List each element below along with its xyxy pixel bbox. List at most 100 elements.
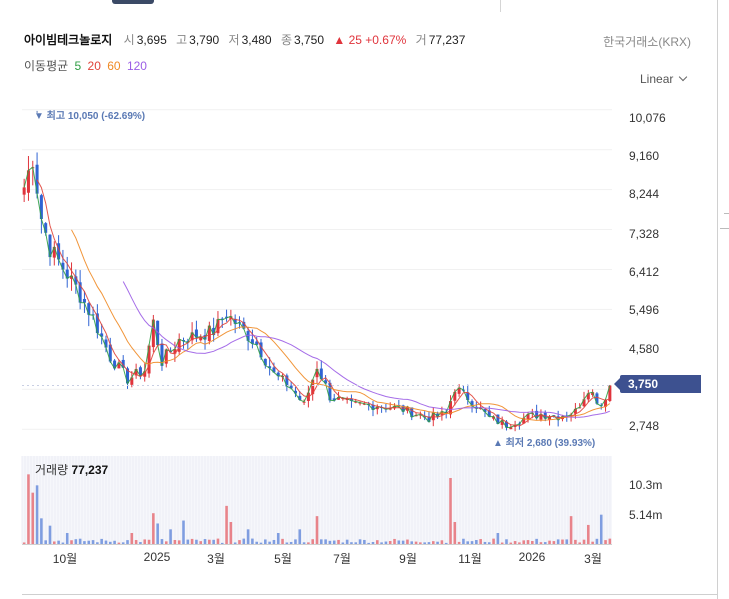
volume-value: 77,237 (428, 33, 466, 47)
volume-bar (44, 540, 47, 544)
candle-body (44, 223, 48, 233)
high-value: 3,790 (189, 33, 220, 47)
volume-bar (216, 538, 220, 544)
candle-body (207, 325, 211, 341)
candle-body (194, 329, 198, 338)
volume-bar (397, 540, 401, 544)
candle-body (126, 368, 130, 384)
candle-body (496, 414, 500, 424)
max-price-marker: ▼ 최고 10,050 (-62.69%) (34, 111, 146, 122)
candle-body (250, 339, 254, 344)
candle-body (453, 391, 457, 401)
candle-body (65, 269, 69, 279)
candle-body (457, 387, 461, 394)
candle-body (272, 367, 276, 373)
x-tick-label: 7월 (333, 552, 351, 566)
candle-body (500, 420, 504, 425)
candle-body (548, 417, 552, 420)
candle-body (513, 425, 517, 427)
candle-body (448, 401, 453, 415)
candle-body (164, 349, 168, 364)
volume-bar (320, 539, 323, 544)
volume-bar (328, 540, 332, 544)
y-tick-label: 7,328 (629, 227, 660, 241)
candle-body (393, 406, 397, 409)
y-tick-label: 4,580 (629, 342, 660, 356)
candle-body (388, 408, 392, 410)
volume-bar (522, 540, 526, 544)
volume-bar (70, 540, 73, 544)
candle-body (117, 362, 121, 369)
volume-bar (556, 539, 560, 544)
volume-bar (298, 529, 302, 544)
volume-panel-value: 77,237 (71, 463, 109, 477)
candle-body (26, 170, 30, 193)
scale-mode-dropdown[interactable]: Linear (640, 72, 688, 86)
volume-bar (195, 539, 198, 544)
volume-bar (475, 540, 478, 544)
candle-body (151, 319, 155, 348)
volume-bar (578, 542, 581, 544)
candle-body (87, 303, 91, 315)
x-tick-label: 2025 (143, 550, 171, 564)
current-price-tag: 3,750 (614, 375, 701, 393)
volume-bar (147, 539, 151, 544)
candle-body (582, 399, 586, 407)
volume-bar (444, 542, 448, 544)
candle-body (268, 366, 272, 369)
candle-body (293, 390, 297, 394)
volume-bar (78, 538, 82, 544)
volume-bar (65, 533, 69, 544)
volume-bar (332, 540, 336, 544)
candle-body (315, 368, 319, 378)
volume-bar (251, 538, 254, 544)
volume-bar (134, 540, 138, 544)
volume-bar (117, 542, 121, 544)
ma120-legend: 120 (126, 59, 147, 73)
divider-stub (724, 213, 729, 214)
open-label: 시 (123, 33, 135, 47)
volume-bar (582, 539, 586, 544)
volume-bar (539, 542, 543, 544)
volume-bar (462, 538, 465, 544)
volume-bar (531, 541, 534, 544)
tab-divider (500, 0, 501, 12)
volume-bar (246, 529, 250, 544)
candle-body (229, 316, 233, 320)
volume-bar (513, 541, 517, 544)
candle-body (328, 382, 332, 401)
volume-bar (40, 518, 43, 544)
candle-body (95, 313, 99, 334)
volume-bar (453, 522, 457, 544)
volume-bar (505, 539, 508, 544)
candle-body (78, 282, 82, 303)
moving-average-legend[interactable]: 이동평균 5 20 60 120 (24, 57, 147, 74)
volume-bar (500, 542, 504, 544)
candle-body (466, 392, 470, 400)
candle-body (242, 321, 246, 329)
volume-bar (307, 542, 310, 544)
candle-body (181, 340, 186, 342)
panel-divider (717, 0, 718, 599)
volume-bar (160, 539, 164, 544)
x-tick-label: 11월 (458, 552, 482, 566)
volume-bar (406, 539, 409, 544)
candle-body (70, 275, 74, 279)
candle-body (61, 262, 65, 270)
stock-name[interactable]: 아이빔테크놀로지 (24, 33, 113, 47)
volume-bar (535, 538, 538, 544)
price-change: ▲ 25 +0.67% (333, 33, 407, 47)
volume-bar (337, 539, 340, 544)
candle-body (173, 349, 177, 354)
volume-bar (341, 542, 345, 544)
candle-body (160, 343, 164, 366)
volume-bar (419, 542, 422, 544)
candle-body (595, 393, 599, 404)
volume-bar (431, 541, 435, 544)
volume-bar (108, 541, 112, 544)
candle-body (522, 417, 526, 424)
stock-quote-header: 아이빔테크놀로지 시 3,695 고 3,790 저 3,480 종 3,750 ▲ 2… (24, 31, 471, 48)
volume-bar (190, 538, 194, 544)
volume-bar (367, 542, 370, 544)
